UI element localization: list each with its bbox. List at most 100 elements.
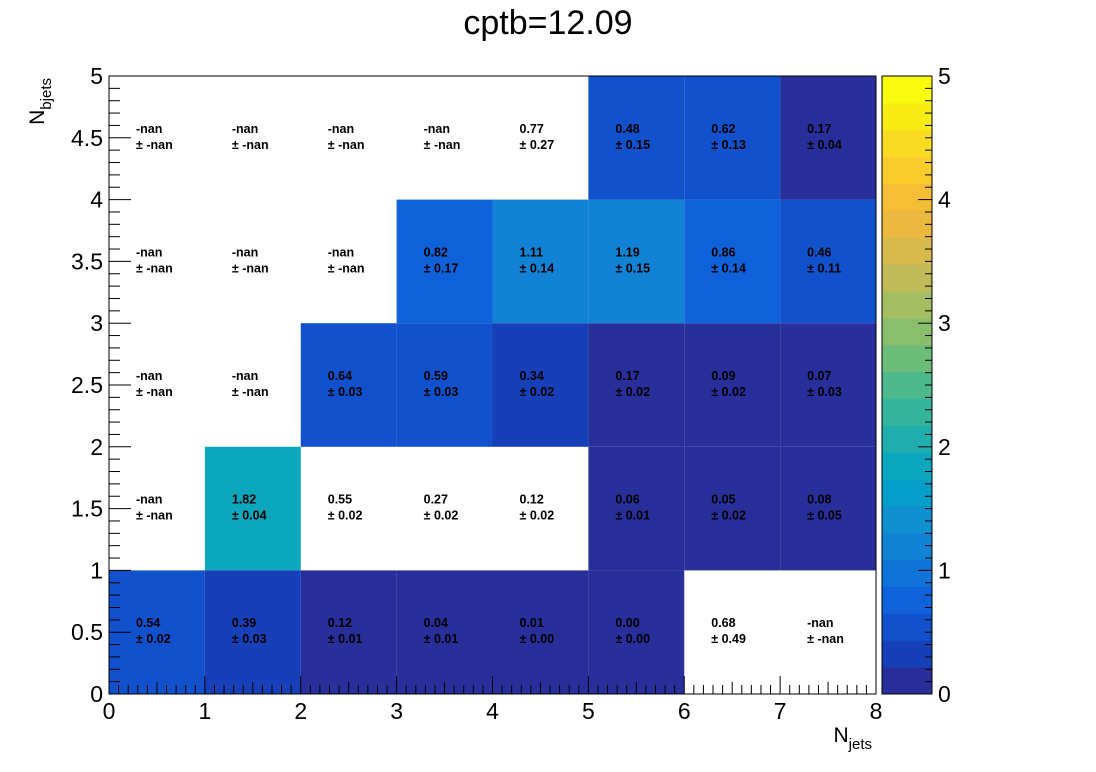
colorbar-segment	[882, 452, 932, 480]
cell-value-label: 0.34	[520, 369, 544, 383]
heatmap-cell	[588, 446, 685, 571]
y-tick-label: 4	[90, 187, 103, 213]
cell-value-label: 0.68	[711, 616, 735, 630]
y-tick-label: 3.5	[71, 248, 103, 274]
colorbar-segment	[882, 344, 932, 373]
heatmap-cell	[780, 446, 876, 571]
cell-value-label: 0.46	[807, 245, 831, 259]
colorbar-segment	[882, 559, 932, 588]
colorbar-segment	[882, 532, 932, 561]
x-tick-label: 2	[294, 698, 307, 724]
cell-value-label: 0.64	[328, 369, 352, 383]
heatmap-cell	[492, 199, 589, 324]
colorbar-segment	[882, 398, 932, 426]
cell-value-label: -nan	[136, 369, 162, 383]
heatmap-cell	[780, 76, 876, 200]
colorbar-segment	[882, 102, 932, 131]
x-axis-label-main: N	[833, 724, 848, 747]
cell-value-label: -nan	[232, 245, 258, 259]
colorbar-tick-label: 3	[938, 310, 951, 336]
cell-error-label: ± -nan	[136, 509, 173, 523]
cell-error-label: ± -nan	[136, 385, 173, 399]
cell-error-label: ± 0.03	[424, 385, 459, 399]
colorbar-tick-label: 4	[938, 187, 951, 213]
cell-value-label: 0.86	[711, 245, 735, 259]
cell-value-label: 0.08	[807, 493, 831, 507]
colorbar: 0 1 2 3 4 5	[881, 63, 951, 707]
heatmap-cell	[780, 199, 876, 324]
heatmap-cell	[684, 446, 781, 571]
cell-error-label: ± 0.27	[520, 138, 555, 152]
cell-value-label: 0.01	[520, 616, 544, 630]
cell-error-label: ± 0.15	[615, 138, 650, 152]
cell-value-label: 0.17	[807, 122, 831, 136]
cell-error-label: ± 0.13	[711, 138, 746, 152]
colorbar-segment	[882, 76, 932, 104]
colorbar-segment	[882, 129, 932, 158]
heatmap-cell	[396, 323, 493, 447]
heatmap-cell	[588, 76, 685, 200]
cell-error-label: ± 0.04	[232, 509, 267, 523]
heatmap-cell	[204, 446, 301, 571]
cell-value-label: -nan	[136, 493, 162, 507]
cell-labels-layer: 0.54 ± 0.02 0.39 ± 0.03 0.12 ± 0.01 0.04 ± 0.01…	[136, 122, 844, 646]
colorbar-tick-label: 2	[938, 434, 951, 460]
x-tick-label: 8	[870, 698, 883, 724]
cells-layer	[109, 76, 876, 694]
cell-value-label: 0.59	[424, 369, 448, 383]
cell-error-label: ± -nan	[328, 261, 365, 275]
colorbar-segment	[882, 290, 932, 319]
x-tick-label: 1	[198, 698, 211, 724]
y-axis: 0 0.5 1 1.5 2 2.5 3 3.5 4 4.5 5 Nbjets	[26, 63, 131, 707]
colorbar-segment	[882, 317, 932, 346]
cell-error-label: ± 0.00	[615, 632, 650, 646]
y-axis-label: Nbjets	[26, 78, 55, 125]
x-tick-label: 7	[774, 698, 787, 724]
colorbar-segment	[882, 183, 932, 211]
cell-value-label: 0.05	[711, 493, 735, 507]
cell-value-label: -nan	[232, 369, 258, 383]
cell-value-label: -nan	[136, 122, 162, 136]
heatmap-cell	[684, 323, 781, 447]
cell-error-label: ± 0.14	[711, 261, 746, 275]
cell-error-label: ± -nan	[232, 385, 269, 399]
heatmap-cell	[684, 76, 781, 200]
heatmap-cell	[300, 570, 397, 694]
heatmap-cell	[204, 570, 301, 694]
cell-error-label: ± 0.02	[711, 509, 746, 523]
colorbar-segment	[882, 667, 932, 695]
cell-error-label: ± 0.03	[232, 632, 267, 646]
cell-value-label: 0.62	[711, 122, 735, 136]
colorbar-segment	[882, 425, 932, 453]
cell-error-label: ± 0.49	[711, 632, 746, 646]
cell-error-label: ± 0.05	[807, 509, 842, 523]
cell-value-label: 1.11	[520, 245, 544, 259]
cell-error-label: ± 0.17	[424, 261, 459, 275]
heatmap-cell	[588, 570, 685, 694]
heatmap-cell	[588, 323, 685, 447]
cell-error-label: ± 0.02	[424, 509, 459, 523]
cell-error-label: ± 0.02	[328, 509, 363, 523]
x-tick-label: 6	[678, 698, 691, 724]
colorbar-segment	[882, 640, 932, 668]
heatmap-cell	[684, 199, 781, 324]
cell-value-label: 1.82	[232, 493, 256, 507]
cell-value-label: 0.54	[136, 616, 160, 630]
y-axis-label-sub: bjets	[38, 78, 55, 110]
cell-value-label: 0.09	[711, 369, 735, 383]
chart-title: cptb=12.09	[463, 4, 633, 42]
colorbar-tick-label: 1	[938, 557, 951, 583]
cell-error-label: ± 0.02	[520, 509, 555, 523]
colorbar-segment	[882, 156, 932, 184]
y-tick-label: 5	[90, 63, 103, 89]
cell-error-label: ± 0.11	[807, 261, 841, 275]
cell-error-label: ± -nan	[232, 261, 269, 275]
cell-error-label: ± 0.01	[424, 632, 459, 646]
heatmap-cell	[492, 570, 589, 694]
cell-value-label: -nan	[807, 616, 833, 630]
y-tick-label: 3	[90, 310, 103, 336]
cell-value-label: 0.39	[232, 616, 256, 630]
cell-error-label: ± 0.01	[328, 632, 363, 646]
heatmap-cell	[492, 323, 589, 447]
